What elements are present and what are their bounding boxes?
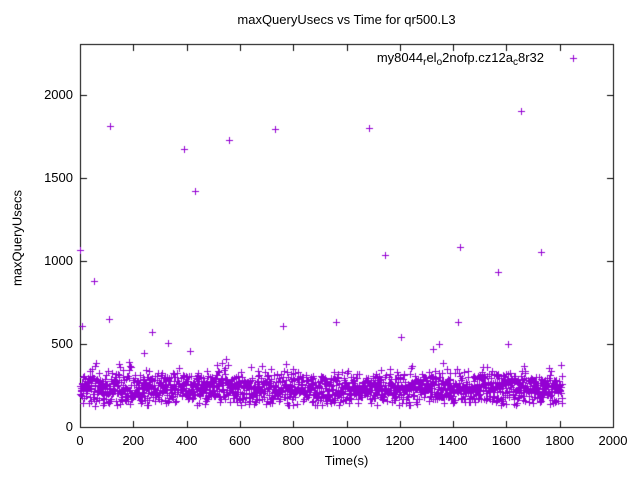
y-tick-label: 500 xyxy=(51,335,73,351)
x-tick-label: 200 xyxy=(122,433,145,448)
x-tick-label: 1400 xyxy=(438,433,468,448)
legend-text-segment: el xyxy=(426,50,437,65)
chart-title: maxQueryUsecs vs Time for qr500.L3 xyxy=(237,12,456,27)
x-tick-label: 1800 xyxy=(545,433,575,448)
x-tick-label: 1600 xyxy=(491,433,521,448)
legend-text-subscript: o xyxy=(436,57,443,68)
legend-text-segment: 8r32 xyxy=(517,50,544,65)
legend-text-subscript: c xyxy=(512,57,518,68)
x-tick-label: 800 xyxy=(282,433,305,448)
y-axis-label: maxQueryUsecs xyxy=(9,189,25,287)
y-tick-label: 1500 xyxy=(44,169,73,185)
x-tick-label: 2000 xyxy=(598,433,628,448)
x-tick-label: 600 xyxy=(229,433,251,448)
x-tick-label: 1000 xyxy=(332,433,361,448)
x-axis-label: Time(s) xyxy=(324,453,369,468)
x-tick-label: 1200 xyxy=(385,433,415,448)
y-tick-label: 1000 xyxy=(44,252,73,268)
legend-text-segment: 2nofp.cz12a xyxy=(442,50,513,65)
legend-text-subscript: r xyxy=(423,57,427,68)
x-tick-label: 400 xyxy=(175,433,198,448)
y-tick-label: 0 xyxy=(65,419,73,434)
x-tick-label: 0 xyxy=(76,433,84,448)
y-tick-label: 2000 xyxy=(44,86,73,102)
legend-series-label: my8044relo2nofp.cz12ac8r32 xyxy=(0,50,544,68)
legend-text-segment: my8044 xyxy=(376,50,424,65)
